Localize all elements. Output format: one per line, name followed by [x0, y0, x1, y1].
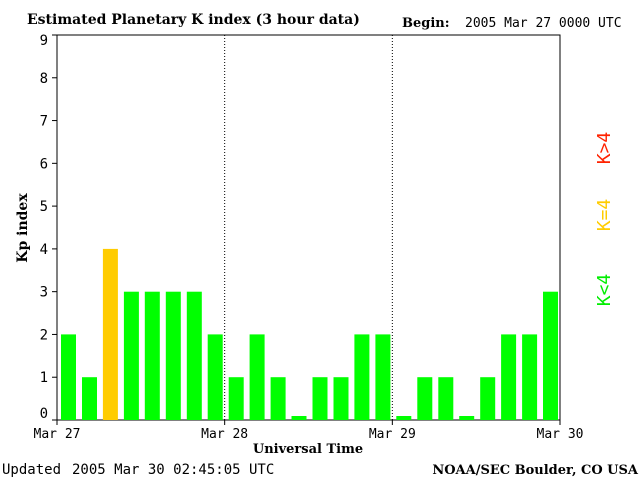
bar [354, 334, 370, 420]
chart-title: Estimated Planetary K index (3 hour data… [27, 12, 360, 28]
bar [480, 377, 496, 420]
legend-equal: K=4 [594, 199, 615, 232]
y-tick-label: 7 [40, 114, 48, 130]
x-axis: Mar 27 Mar 28 Mar 29 Mar 30 [34, 420, 584, 442]
bar [165, 291, 181, 420]
y-tick-label: 2 [40, 327, 48, 343]
bar [102, 248, 118, 420]
bar [333, 377, 349, 420]
bars [61, 248, 558, 420]
x-tick-label: Mar 28 [201, 427, 248, 442]
y-tick-label: 0 [40, 406, 48, 422]
bar [312, 377, 328, 420]
y-tick-label: 8 [40, 71, 48, 87]
x-tick-label: Mar 29 [369, 427, 416, 442]
bar [61, 334, 76, 420]
bar [249, 334, 265, 420]
bar [396, 416, 412, 420]
bar [522, 334, 538, 420]
y-tick-label: 4 [40, 242, 48, 258]
bar [82, 377, 97, 420]
bar [228, 377, 244, 420]
bar [417, 377, 433, 420]
x-tick-label: Mar 27 [34, 427, 81, 442]
y-tick-label: 5 [40, 199, 48, 215]
bar [270, 377, 286, 420]
bar [144, 291, 160, 420]
day-separators [224, 35, 393, 420]
bar [123, 291, 139, 420]
bar [207, 334, 223, 420]
bar [186, 291, 202, 420]
bar [291, 416, 307, 420]
x-axis-label: Universal Time [253, 442, 363, 457]
y-axis: 0 1 2 3 4 5 6 7 8 9 [40, 33, 57, 422]
y-tick-label: 3 [40, 285, 48, 301]
y-tick-label: 6 [40, 156, 48, 172]
bar [375, 334, 391, 420]
y-axis-label: Kp index [15, 193, 31, 263]
begin-label: Begin: [402, 16, 450, 31]
updated-value: 2005 Mar 30 02:45:05 UTC [72, 462, 274, 478]
x-tick-label: Mar 30 [537, 427, 584, 442]
y-tick-label: 9 [40, 33, 48, 49]
updated-label: Updated [2, 462, 61, 478]
legend-above: K>4 [594, 132, 615, 165]
begin-value: 2005 Mar 27 0000 UTC [465, 16, 622, 31]
source-credit: NOAA/SEC Boulder, CO USA [432, 463, 639, 478]
legend-below: K<4 [594, 274, 615, 307]
bar [459, 416, 475, 420]
plot-frame [56, 34, 561, 421]
bar [501, 334, 517, 420]
bar [543, 291, 558, 420]
bar [438, 377, 454, 420]
y-tick-label: 1 [40, 370, 48, 386]
